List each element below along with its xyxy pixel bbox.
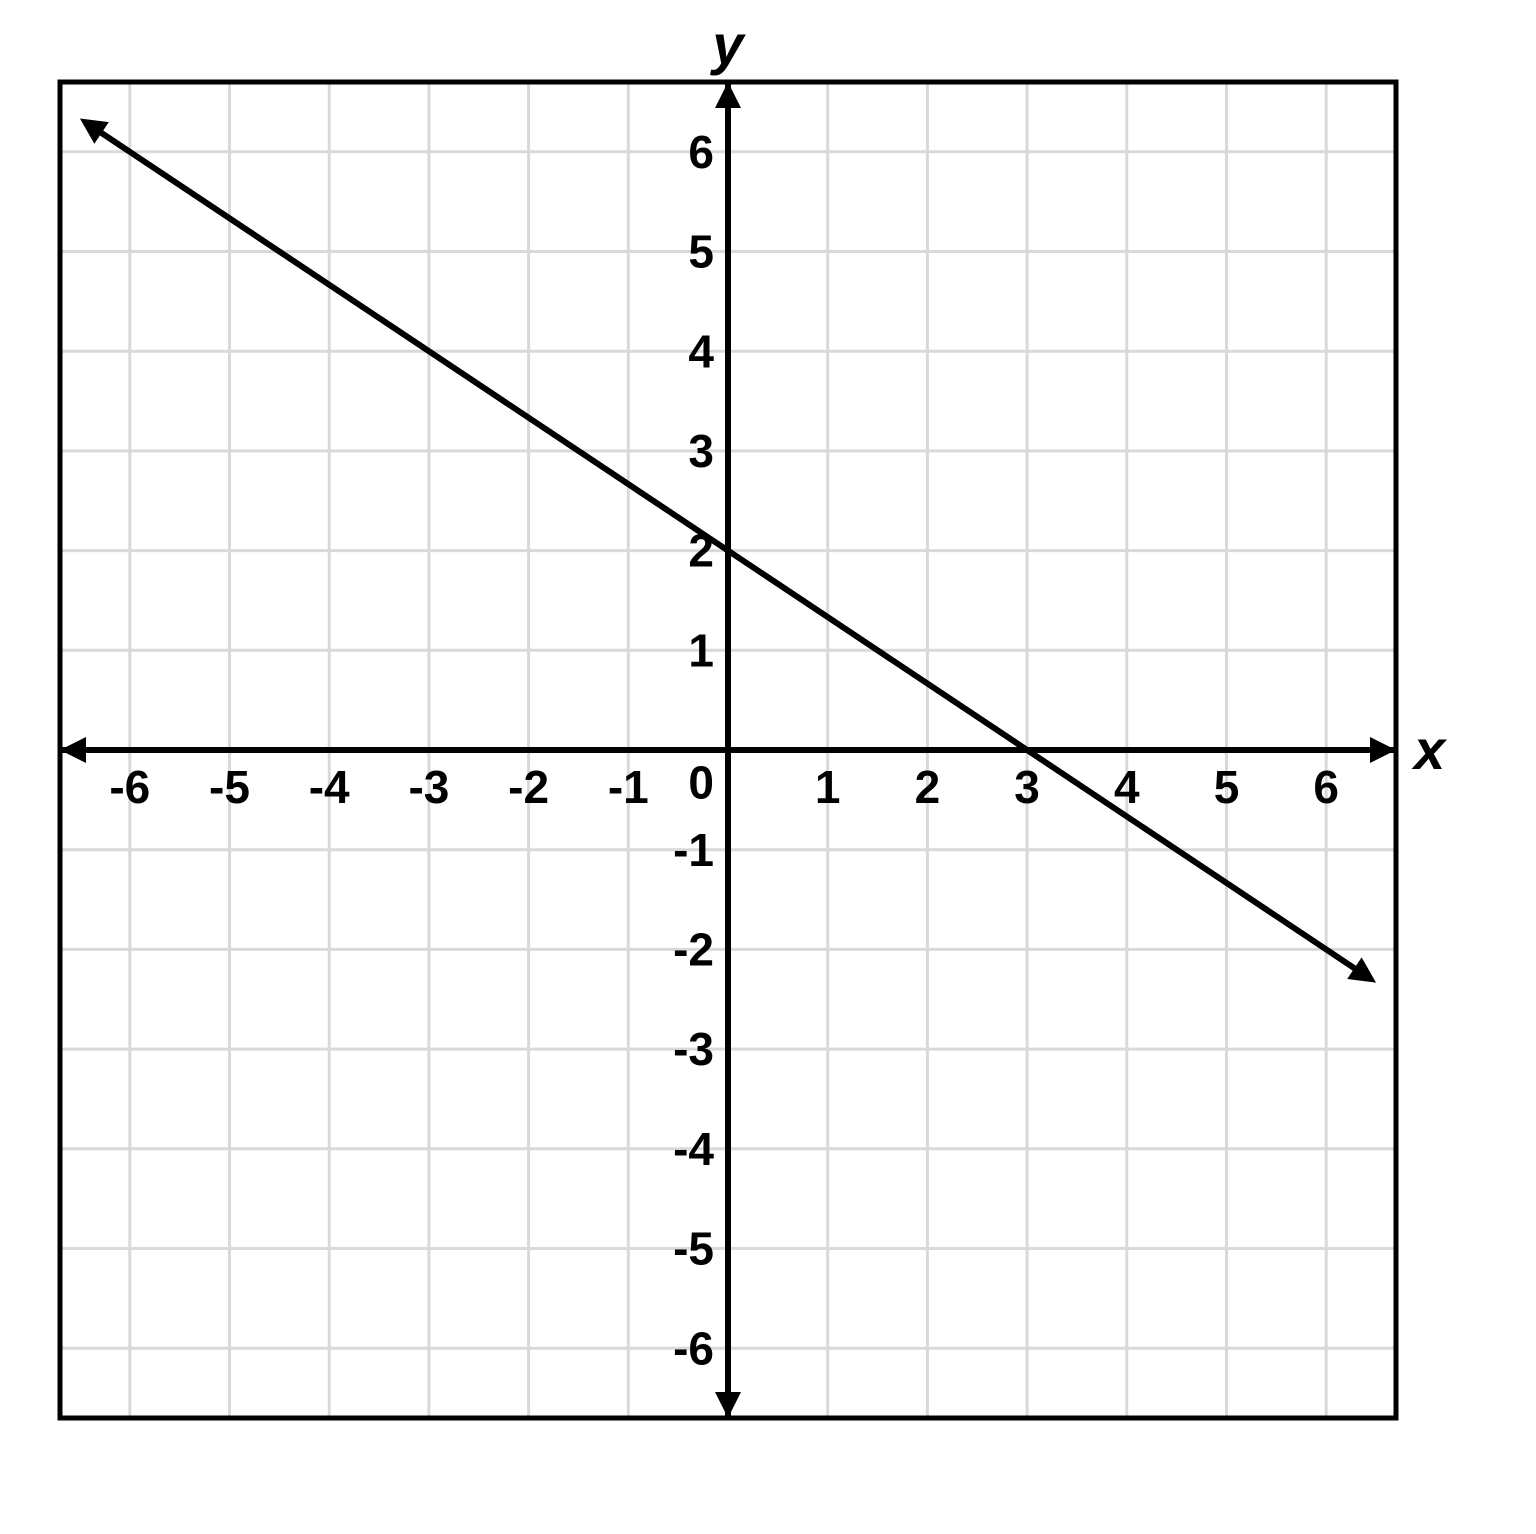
x-axis-label: x xyxy=(1411,718,1448,781)
y-tick-label: 4 xyxy=(688,325,714,377)
y-tick-label: -2 xyxy=(673,924,714,976)
coordinate-plane-chart: -6-5-4-3-2-1123456-6-5-4-3-2-11234560xy xyxy=(0,0,1536,1534)
x-tick-label: 5 xyxy=(1214,761,1240,813)
x-tick-label: -1 xyxy=(608,761,649,813)
y-axis-label: y xyxy=(709,13,746,76)
x-tick-label: 3 xyxy=(1014,761,1040,813)
x-tick-label: -3 xyxy=(408,761,449,813)
x-tick-label: -6 xyxy=(109,761,150,813)
origin-label: 0 xyxy=(688,756,714,808)
x-tick-label: -5 xyxy=(209,761,250,813)
y-tick-label: -1 xyxy=(673,824,714,876)
x-tick-label: 6 xyxy=(1313,761,1339,813)
y-tick-label: 3 xyxy=(688,425,714,477)
y-tick-label: 1 xyxy=(688,624,714,676)
y-tick-label: -5 xyxy=(673,1223,714,1275)
y-tick-label: 6 xyxy=(688,126,714,178)
x-tick-label: 4 xyxy=(1114,761,1140,813)
y-tick-label: -6 xyxy=(673,1322,714,1374)
y-tick-label: -4 xyxy=(673,1123,714,1175)
x-tick-label: 2 xyxy=(915,761,941,813)
x-tick-label: -4 xyxy=(309,761,350,813)
x-tick-label: -2 xyxy=(508,761,549,813)
chart-container: -6-5-4-3-2-1123456-6-5-4-3-2-11234560xy xyxy=(0,0,1536,1534)
y-tick-label: -3 xyxy=(673,1023,714,1075)
y-tick-label: 5 xyxy=(688,226,714,278)
x-tick-label: 1 xyxy=(815,761,841,813)
